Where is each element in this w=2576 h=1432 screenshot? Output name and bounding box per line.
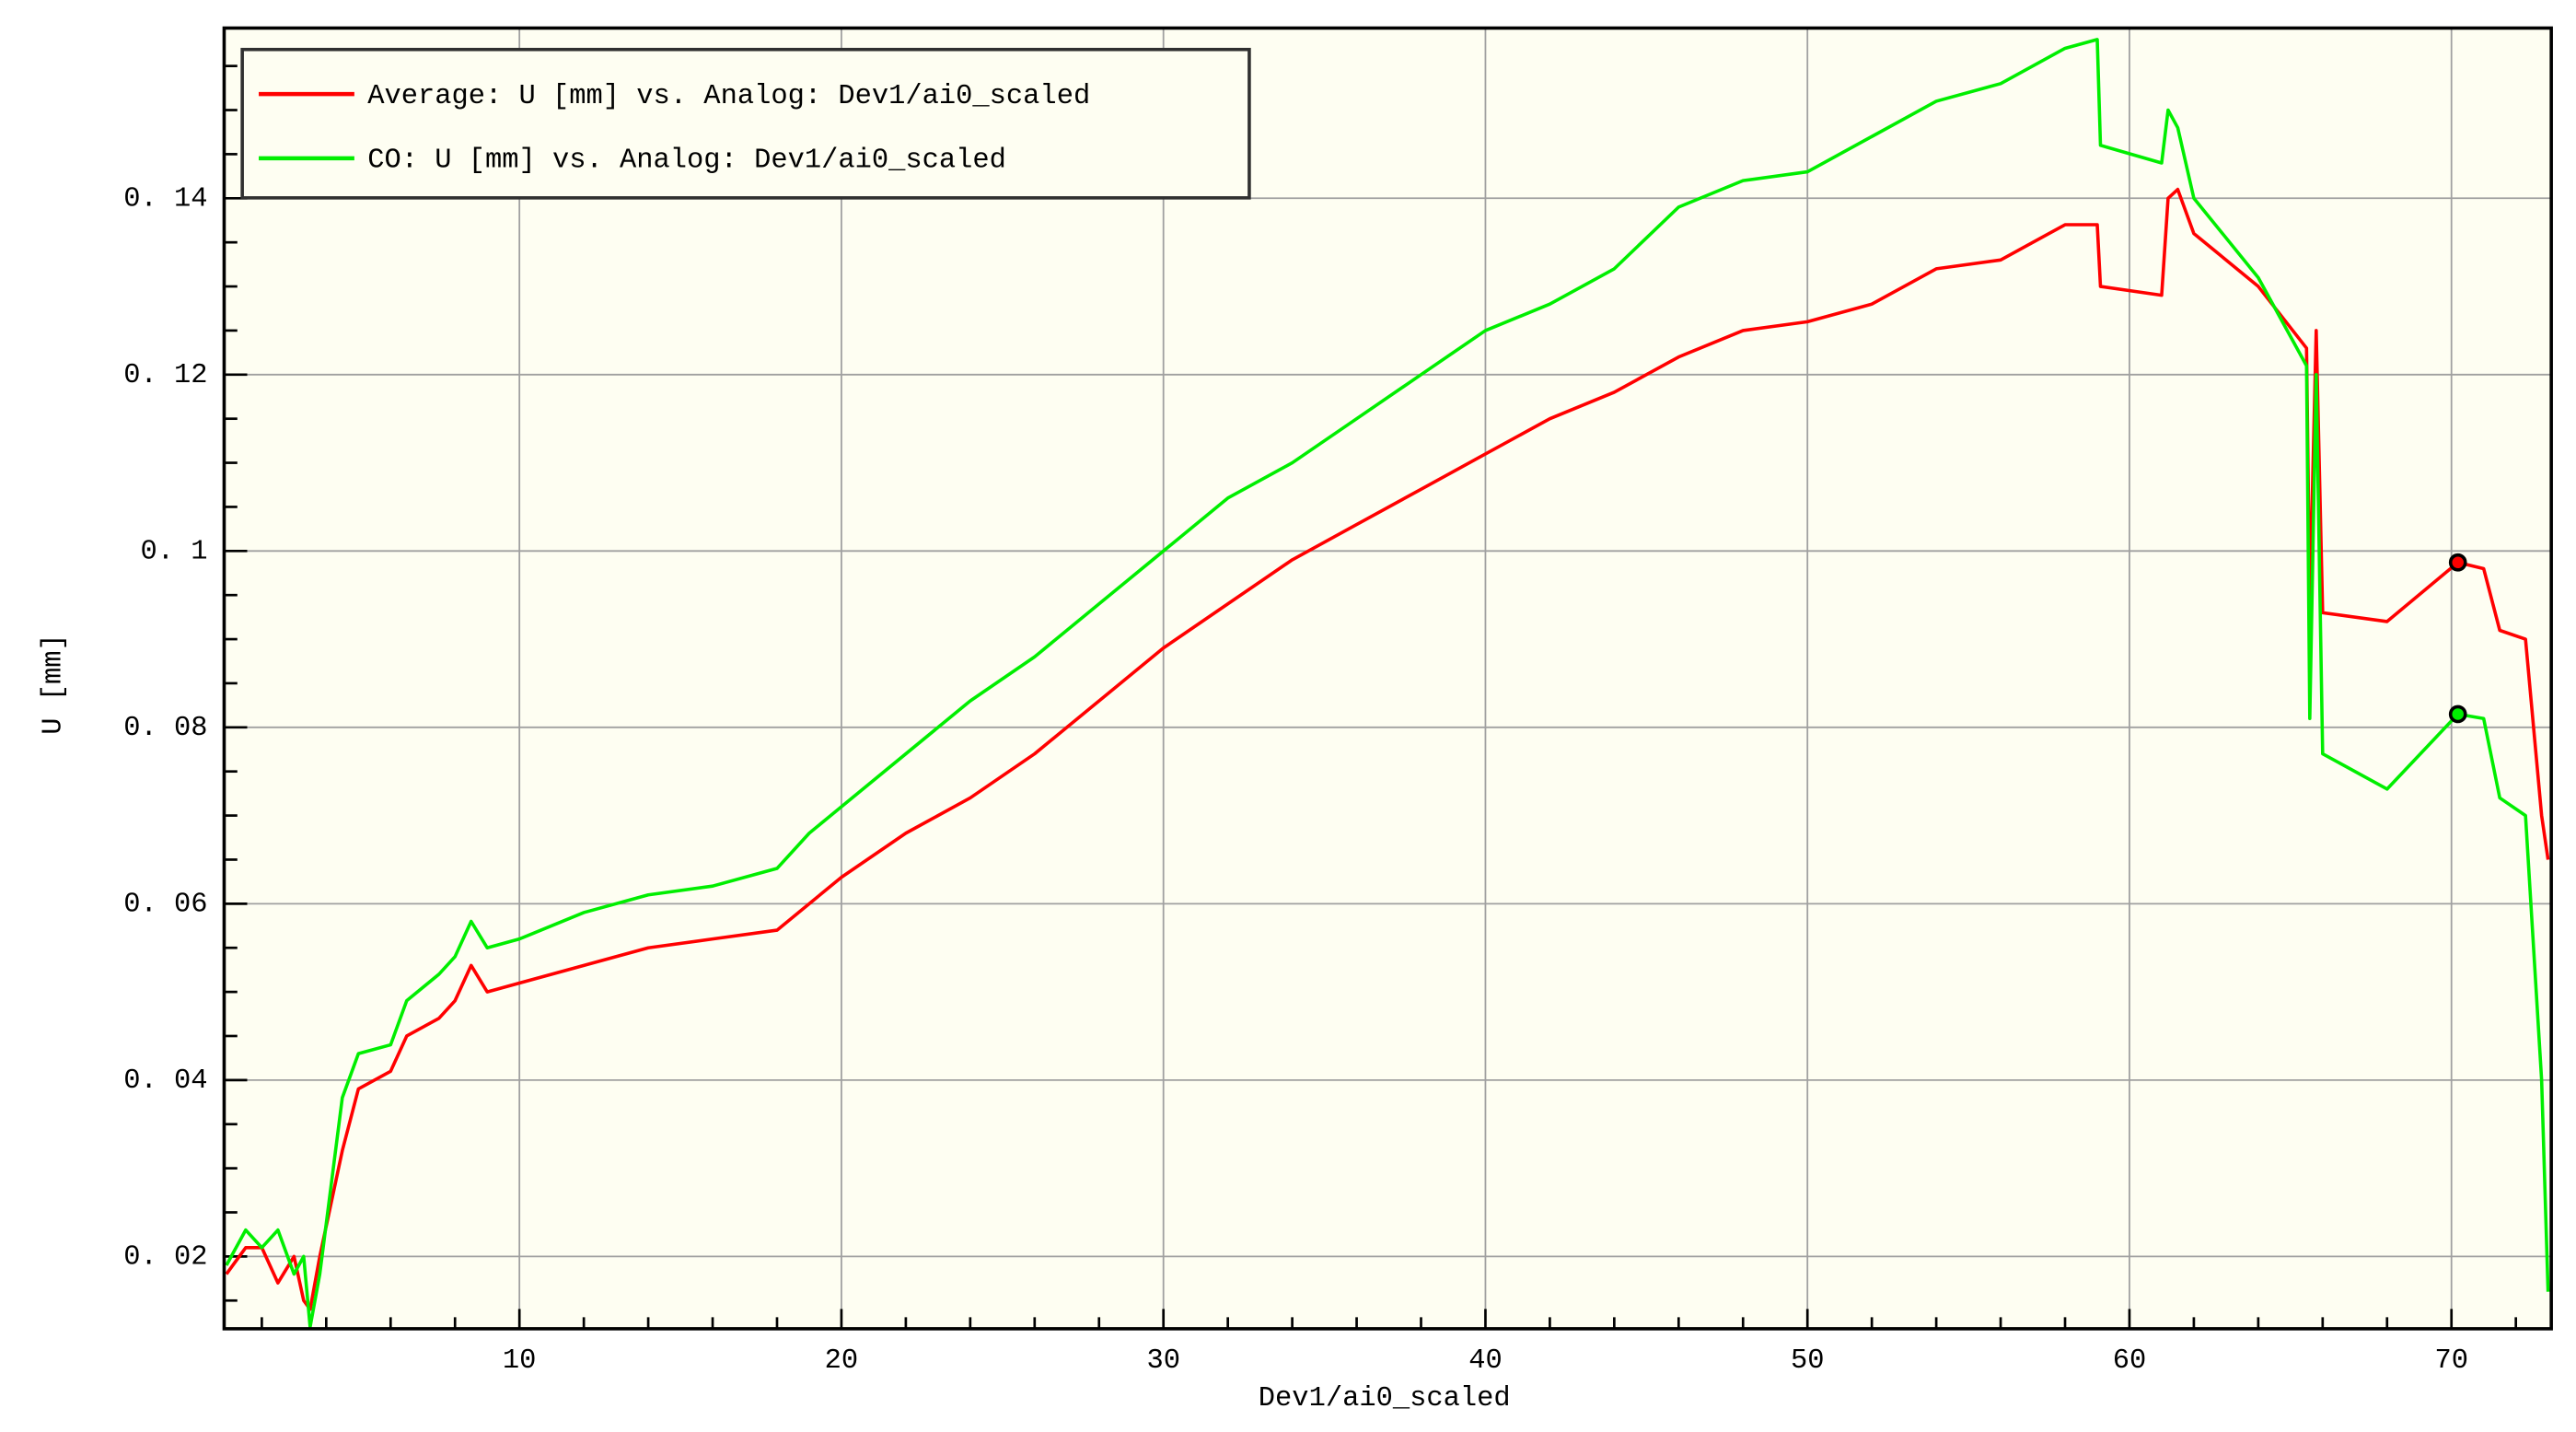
legend-box [240, 47, 1251, 200]
plot-border [222, 26, 2553, 1331]
data-line [225, 38, 2550, 1329]
y-tick-label: 0. 14 [123, 183, 207, 215]
legend-label: Average: U [mm] vs. Analog: Dev1/ai0_sca… [367, 81, 1090, 112]
x-tick-label: 30 [1146, 1345, 1180, 1377]
y-axis-label: U [mm] [38, 634, 69, 735]
legend: Average: U [mm] vs. Analog: Dev1/ai0_sca… [240, 47, 1251, 200]
x-tick-label: 50 [1791, 1345, 1825, 1377]
cursor-marker [2448, 704, 2467, 724]
x-tick-label: 40 [1468, 1345, 1503, 1377]
y-tick-label: 0. 1 [141, 536, 208, 567]
x-tick-label: 10 [503, 1345, 537, 1377]
cursor-marker [2448, 553, 2467, 572]
legend-label: CO: U [mm] vs. Analog: Dev1/ai0_scaled [367, 146, 1006, 177]
y-tick-label: 0. 12 [123, 360, 207, 391]
y-tick-label: 0. 04 [123, 1065, 207, 1097]
y-tick-label: 0. 08 [123, 713, 207, 744]
plot-background [224, 28, 2552, 1329]
y-tick-label: 0. 02 [123, 1241, 207, 1273]
x-tick-label: 70 [2434, 1345, 2468, 1377]
y-tick-label: 0. 06 [123, 889, 207, 920]
x-tick-label: 20 [825, 1345, 859, 1377]
x-axis-label: Dev1/ai0_scaled [1259, 1383, 1511, 1415]
x-tick-label: 60 [2113, 1345, 2147, 1377]
